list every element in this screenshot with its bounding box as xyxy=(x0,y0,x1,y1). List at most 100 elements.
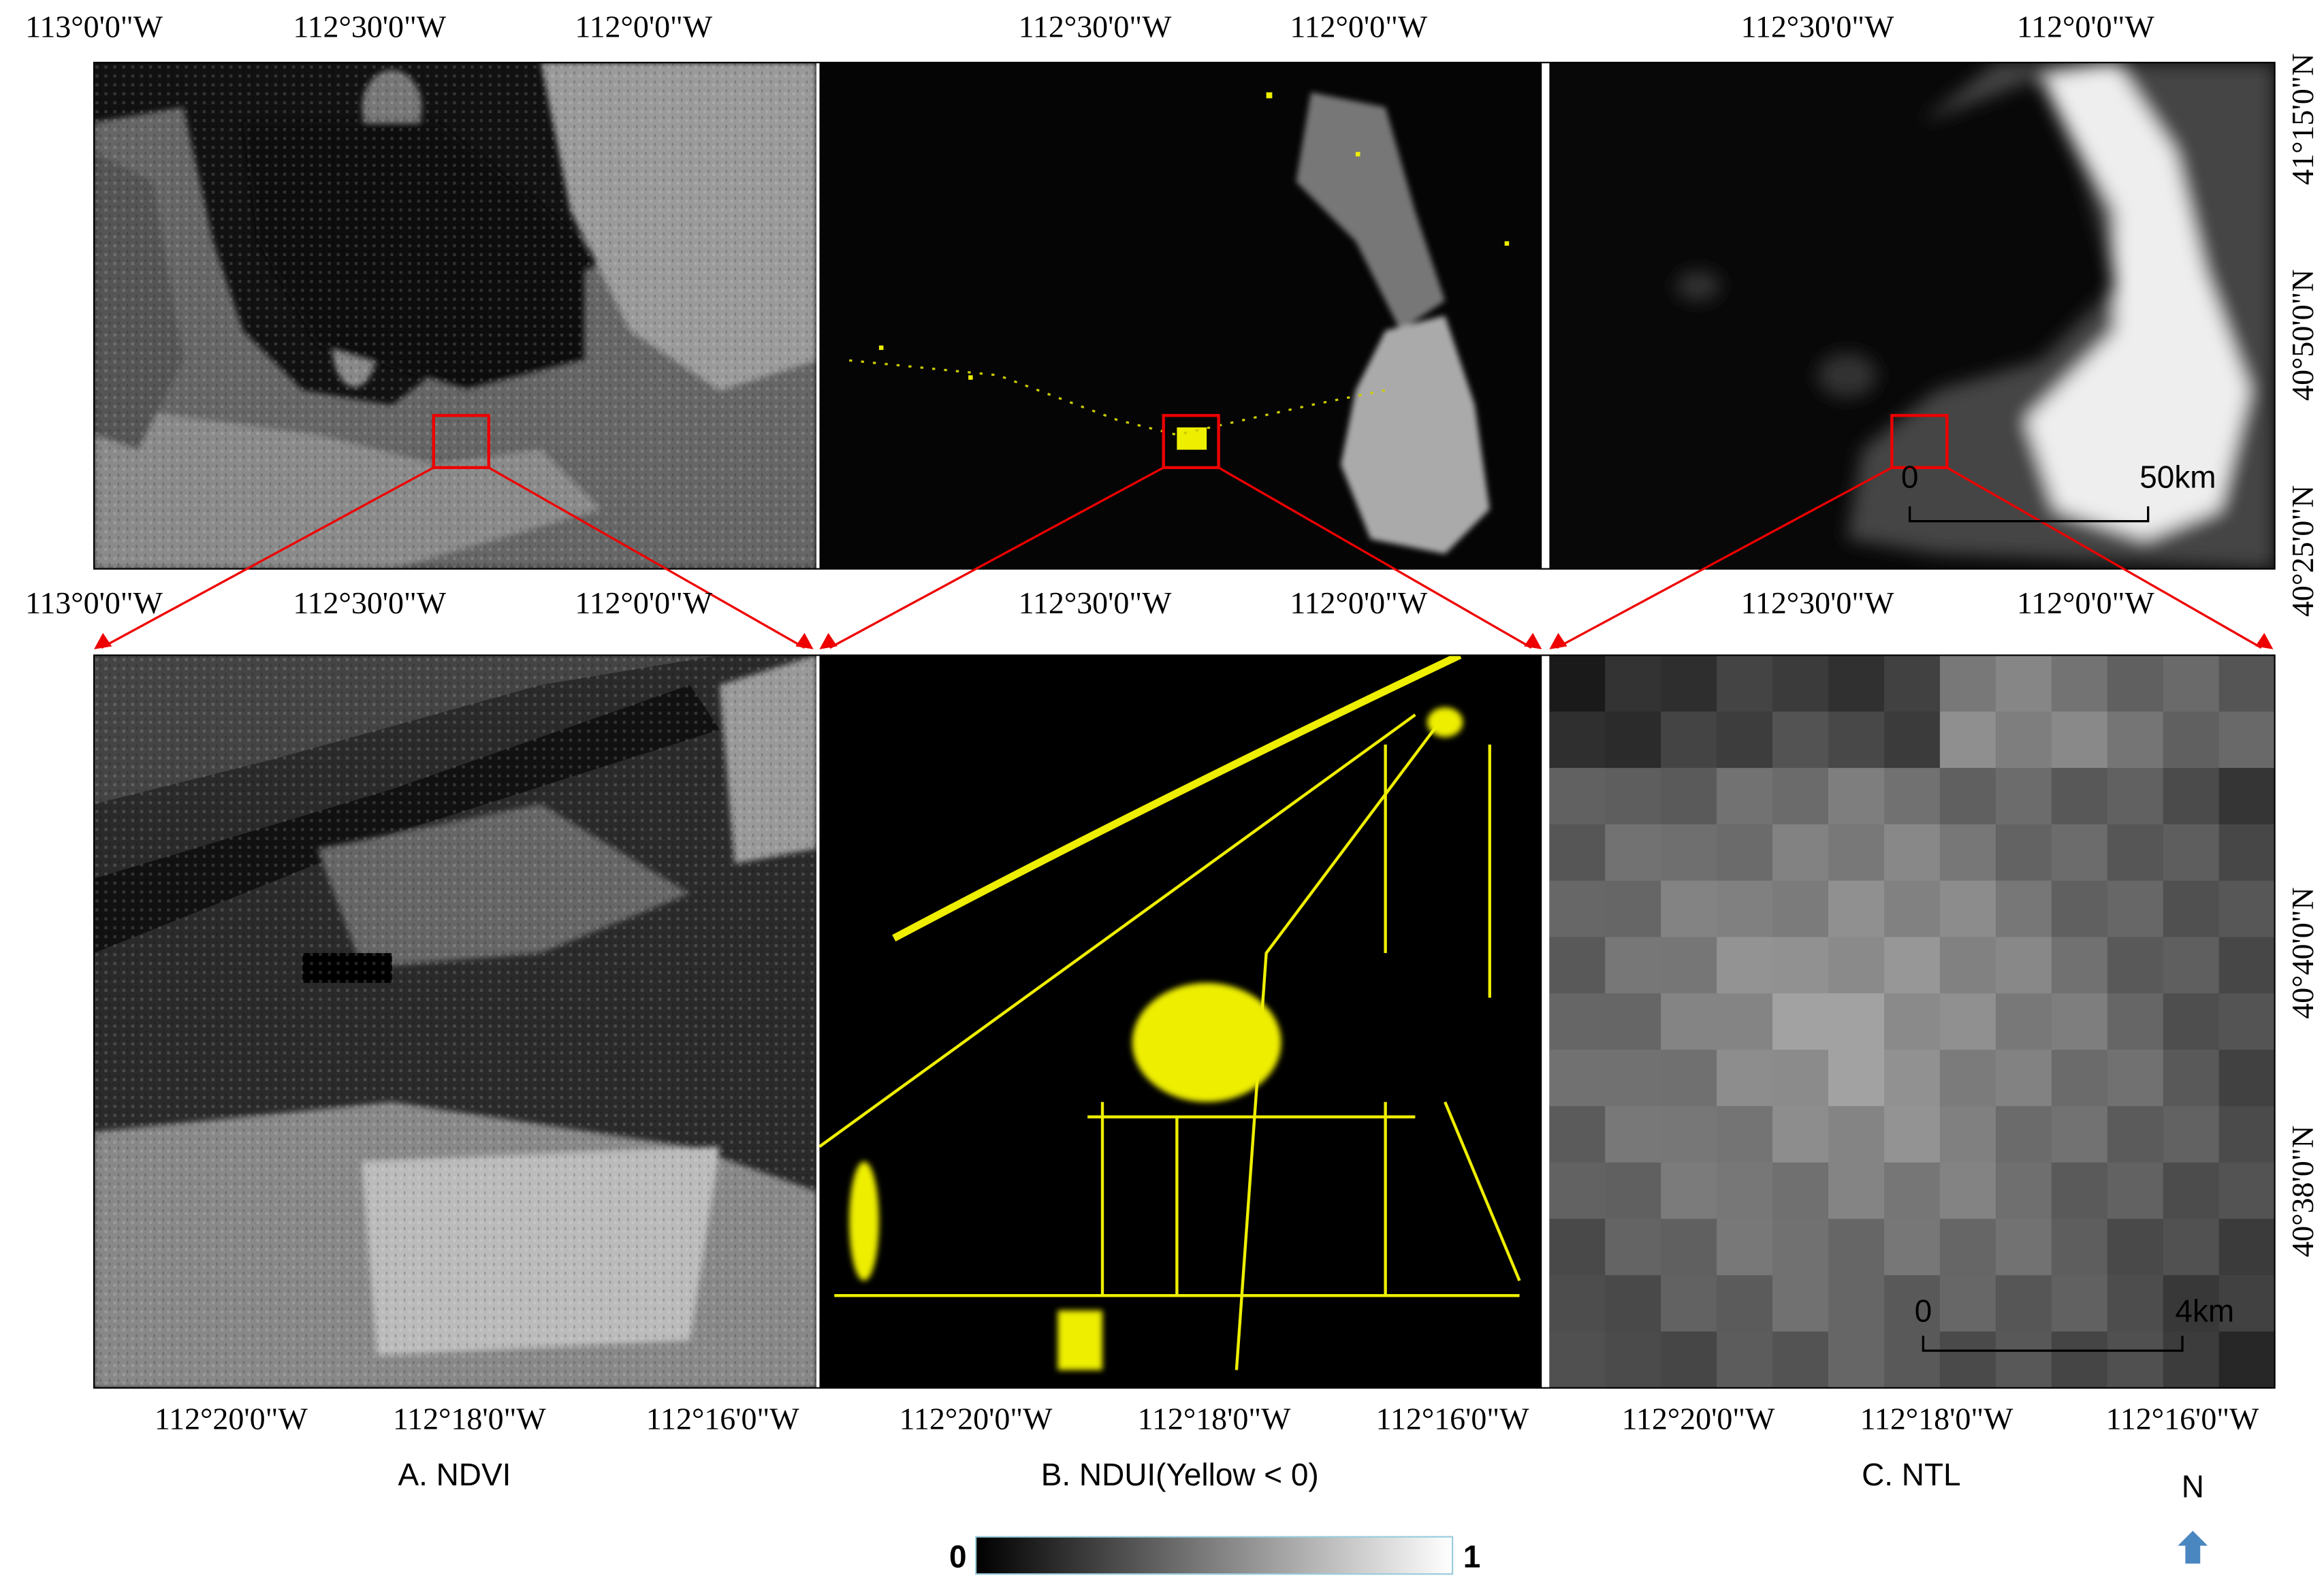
ntl-pixel xyxy=(1883,880,1941,938)
ntl-pixel xyxy=(1661,880,1718,938)
ntl-pixel xyxy=(1995,711,2052,769)
ntl-pixel xyxy=(1717,1332,1774,1388)
ntl-pixel xyxy=(2107,937,2164,995)
ntl-pixel xyxy=(1772,1050,1830,1107)
ntl-pixel xyxy=(1661,993,1718,1051)
ntl-pixel xyxy=(1717,768,1774,825)
ntl-pixel xyxy=(1883,824,1941,882)
ntl-pixel xyxy=(1772,1106,1830,1163)
ntl-pixel xyxy=(1772,1162,1830,1220)
ntl-pixel xyxy=(1605,1050,1662,1107)
ntl-overview xyxy=(1549,62,2275,569)
bottom-lon-label: 112°20'0"W xyxy=(155,1402,308,1436)
ntl-pixel xyxy=(1995,1332,2052,1388)
ntl-pixel xyxy=(2051,1332,2108,1388)
ntl-pixel xyxy=(2218,1332,2275,1388)
ntl-pixel xyxy=(1828,655,1885,713)
ntl-pixel xyxy=(1828,1106,1885,1163)
ntl-pixel xyxy=(1717,1162,1774,1220)
panel-label: C. NTL xyxy=(1862,1457,1960,1492)
top-lon-label: 112°30'0"W xyxy=(1741,9,1894,44)
ndvi-zoom xyxy=(94,655,816,1388)
ntl-pixel xyxy=(2218,824,2275,882)
scale-bars xyxy=(1909,506,2184,1352)
ntl-pixel xyxy=(1549,1050,1606,1107)
ntl-pixel xyxy=(1883,1332,1941,1388)
ntl-pixel xyxy=(2163,993,2220,1051)
ntl-pixel xyxy=(1661,1106,1718,1163)
mid-lon-label: 113°0'0"W xyxy=(25,585,163,620)
yellow-pixels xyxy=(878,92,1510,450)
mid-lon-label: 112°30'0"W xyxy=(1019,585,1172,620)
ntl-pixel xyxy=(1717,711,1774,769)
ntl-pixel xyxy=(1828,1332,1885,1388)
ntl-pixel xyxy=(1995,1162,2052,1220)
ntl-pixel xyxy=(1549,768,1606,825)
ntl-pixel xyxy=(1995,993,2052,1051)
ntl-pixel xyxy=(1549,880,1606,938)
ntl-pixel xyxy=(2218,1162,2275,1220)
ntl-pixel xyxy=(1549,1162,1606,1220)
ntl-pixel xyxy=(1995,655,2052,713)
ntl-pixel xyxy=(1995,768,2052,825)
ntl-pixel xyxy=(1828,711,1885,769)
ntl-pixel xyxy=(1661,1332,1718,1388)
ntl-pixel xyxy=(1939,1219,1996,1276)
bottom-lon-label: 112°16'0"W xyxy=(646,1402,799,1436)
ntl-pixel xyxy=(1995,1219,2052,1276)
ntl-pixel xyxy=(2163,1275,2220,1333)
ntl-pixel xyxy=(1605,1106,1662,1163)
ntl-pixel xyxy=(2163,1162,2220,1220)
ntl-pixel xyxy=(1995,1275,2052,1333)
ntl-pixel xyxy=(1772,768,1830,825)
ntl-pixel xyxy=(1661,937,1718,995)
ntl-pixel xyxy=(1549,824,1606,882)
ntl-pixel xyxy=(1605,824,1662,882)
ntl-pixel xyxy=(1828,937,1885,995)
ntl-pixel xyxy=(2051,1219,2108,1276)
ntl-pixel xyxy=(1772,824,1830,882)
ntl-pixel xyxy=(1883,1275,1941,1333)
ndui-overview xyxy=(819,62,1542,569)
ntl-pixel xyxy=(1549,1332,1606,1388)
bottom-lon-label: 112°16'0"W xyxy=(1376,1402,1529,1436)
ntl-pixel xyxy=(1605,1219,1662,1276)
ntl-pixel xyxy=(1717,993,1774,1051)
ntl-pixel xyxy=(1717,655,1774,713)
ntl-pixel xyxy=(2051,1162,2108,1220)
bottom-maps xyxy=(93,654,2276,1389)
ntl-pixel xyxy=(2218,880,2275,938)
ntl-pixel xyxy=(2218,937,2275,995)
ntl-pixel xyxy=(2107,1219,2164,1276)
ntl-pixel xyxy=(1661,1275,1718,1333)
ntl-pixel xyxy=(2218,1275,2275,1333)
top-lon-label: 112°30'0"W xyxy=(293,9,446,44)
ntl-pixel xyxy=(1828,1219,1885,1276)
ntl-pixel xyxy=(2107,1106,2164,1163)
ntl-pixel xyxy=(1661,1050,1718,1107)
top-lon-label: 112°0'0"W xyxy=(575,9,712,44)
ntl-pixel xyxy=(1995,1050,2052,1107)
ntl-pixel xyxy=(2051,993,2108,1051)
ntl-pixel xyxy=(1549,1219,1606,1276)
top-lon-label: 112°30'0"W xyxy=(1019,9,1172,44)
zoom-arrows xyxy=(101,466,2262,649)
ntl-pixel xyxy=(1717,937,1774,995)
ntl-pixel xyxy=(1828,880,1885,938)
ntl-pixel xyxy=(1661,711,1718,769)
ntl-pixel xyxy=(2218,1106,2275,1163)
ntl-pixel xyxy=(1772,1275,1830,1333)
lat-label: 41°15'0"N xyxy=(2285,53,2320,184)
ntl-pixel xyxy=(1995,1106,2052,1163)
ntl-pixel xyxy=(1549,937,1606,995)
ntl-pixel xyxy=(1939,1106,1996,1163)
ntl-pixel xyxy=(2163,1219,2220,1276)
ntl-pixel xyxy=(1661,1219,1718,1276)
ntl-pixel xyxy=(2051,711,2108,769)
top-maps xyxy=(93,61,2276,570)
ntl-pixel xyxy=(1549,655,1606,713)
ntl-pixel xyxy=(1939,1050,1996,1107)
ntl-pixel xyxy=(1772,937,1830,995)
bottom-lon-label: 112°18'0"W xyxy=(393,1402,546,1436)
